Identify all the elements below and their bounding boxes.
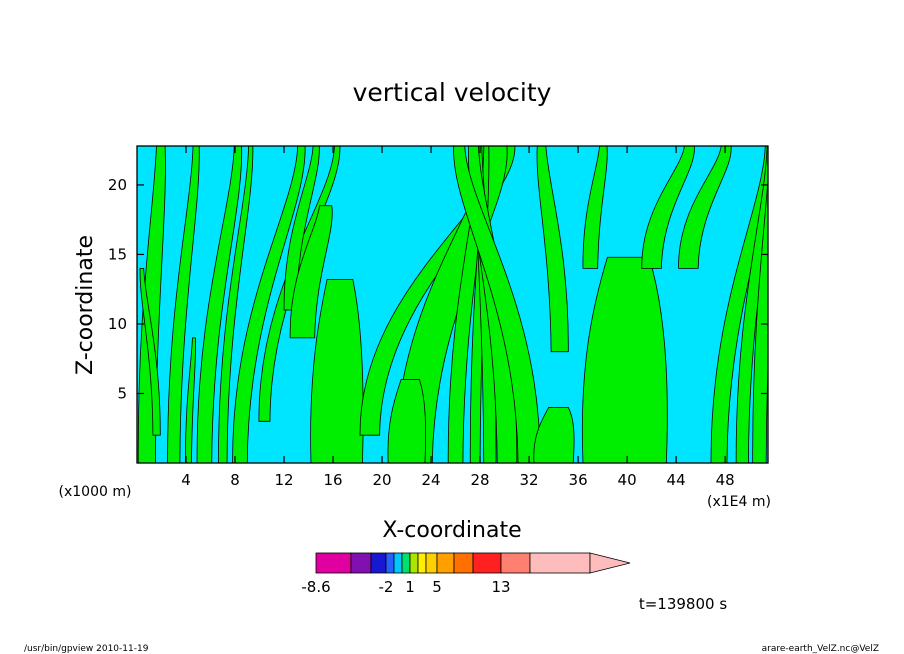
x-axis: 4 8 12 16 20 24 28 32 36 40 44 48 — [181, 146, 735, 489]
updraft-region — [582, 146, 608, 269]
updraft-region — [678, 146, 732, 269]
updraft-region — [533, 406, 575, 463]
updraft-region — [453, 146, 541, 463]
y-axis-label: Z-coordinate — [73, 235, 98, 375]
updraft-region — [387, 379, 426, 463]
updraft-region — [196, 146, 243, 463]
colorbar-tick-label: -8.6 — [301, 578, 330, 596]
y-tick-label: 20 — [108, 176, 127, 194]
x-scale-note: (x1E4 m) — [707, 494, 771, 510]
x-tick-label: 20 — [373, 471, 392, 489]
x-tick-label: 12 — [274, 471, 293, 489]
updraft-region — [218, 146, 254, 463]
x-tick-label: 40 — [618, 471, 637, 489]
updraft-region — [641, 146, 695, 269]
y-tick-label: 15 — [108, 245, 127, 263]
updraft-region — [536, 146, 569, 353]
x-tick-label: 8 — [230, 471, 240, 489]
x-tick-label: 28 — [471, 471, 490, 489]
colorbar-segment — [436, 552, 455, 574]
colorbar-segment — [401, 552, 411, 574]
colorbar-tick-label: 13 — [491, 578, 510, 596]
y-axis: 5 10 15 20 — [108, 176, 768, 402]
colorbar-segment — [472, 552, 502, 574]
colorbar-segment — [315, 552, 352, 574]
colorbar-tick-label: 5 — [432, 578, 442, 596]
x-tick-label: 48 — [716, 471, 735, 489]
colorbar-segment — [393, 552, 403, 574]
time-label: t=139800 s — [639, 595, 727, 613]
updraft-region — [710, 146, 768, 463]
plot-frame — [136, 145, 769, 464]
colorbar-segment — [385, 552, 395, 574]
y-tick-label: 10 — [108, 315, 127, 333]
vertical-velocity-field — [137, 146, 768, 463]
updraft-region — [289, 205, 333, 339]
colorbar-segment — [370, 552, 387, 574]
updraft-region — [752, 174, 768, 463]
x-tick-label: 4 — [181, 471, 191, 489]
x-tick-label: 16 — [323, 471, 342, 489]
colorbar-segment — [529, 552, 591, 574]
updraft-region — [232, 146, 306, 463]
x-tick-label: 36 — [569, 471, 588, 489]
colorbar-tick-label: -2 — [379, 578, 394, 596]
colorbar-segment — [350, 552, 372, 574]
updraft-region — [184, 337, 197, 463]
colorbar-tick-labels: -8.6 -2 1 5 13 — [301, 578, 510, 596]
colorbar-segment — [425, 552, 438, 574]
updraft-region — [283, 146, 320, 311]
footer-right: arare-earth_VelZ.nc@VelZ — [762, 644, 879, 654]
colorbar-segment — [500, 552, 531, 574]
x-tick-label: 32 — [520, 471, 539, 489]
updraft-region — [167, 146, 200, 463]
x-tick-label: 44 — [667, 471, 686, 489]
y-tick-label: 5 — [117, 384, 127, 402]
updraft-region — [139, 267, 161, 436]
colorbar-segment — [417, 552, 427, 574]
y-scale-note: (x1000 m) — [59, 484, 132, 500]
chart-title: vertical velocity — [353, 78, 552, 107]
updraft-region — [735, 146, 768, 463]
colorbar-tick-label: 1 — [405, 578, 415, 596]
colorbar — [315, 552, 631, 574]
footer-left: /usr/bin/gpview 2010-11-19 — [24, 644, 149, 654]
colorbar-segment — [453, 552, 474, 574]
colorbar-segment — [409, 552, 419, 574]
x-tick-label: 24 — [422, 471, 441, 489]
x-axis-label: X-coordinate — [382, 518, 521, 543]
colorbar-extend-arrow — [589, 552, 631, 574]
